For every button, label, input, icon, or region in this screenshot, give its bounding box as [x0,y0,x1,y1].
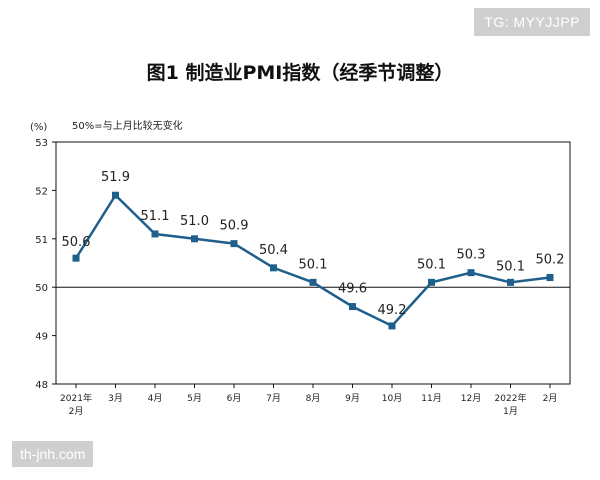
y-tick-label: 50 [35,283,48,294]
data-point-marker [428,278,435,286]
data-point-marker [191,235,198,243]
chart-title: 图1 制造业PMI指数（经季节调整） [146,62,454,84]
data-point-marker [467,269,475,277]
x-tick-label: 2021年 [60,392,92,404]
y-tick-label: 51 [35,235,48,246]
x-tick-label: 8月 [306,393,321,404]
x-tick-label: 10月 [382,393,402,404]
watermark-top-right: TG: MYYJJPP [474,8,590,36]
data-point-marker [388,322,396,330]
x-tick-label: 12月 [461,393,481,404]
y-axis-ticks: 48 49 50 51 52 53 [35,138,56,391]
y-tick-label: 53 [35,138,48,149]
x-tick-label: 4月 [148,393,163,404]
data-label: 50.3 [457,248,486,263]
data-label: 50.4 [259,243,288,258]
x-tick-label: 9月 [345,393,360,404]
data-point-marker [349,303,356,311]
x-tick-label: 2月 [543,393,558,404]
x-tick-label: 2022年 [495,392,527,404]
data-point-marker [112,191,119,199]
data-label: 51.1 [141,209,170,224]
x-tick-label: 2月 [69,406,84,417]
data-labels: 50.6 51.9 51.1 51.0 50.9 50.4 50.1 49.6 49.2 50.1… [62,170,565,318]
y-tick-label: 52 [35,186,48,197]
x-tick-label: 6月 [227,393,242,404]
data-point-marker [507,278,514,286]
reference-note: 50%=与上月比较无变化 [72,119,183,132]
x-tick-label: 7月 [266,393,281,404]
y-tick-label: 49 [35,332,48,343]
data-label: 50.9 [220,219,249,234]
data-label: 49.2 [378,303,407,318]
x-tick-label: 5月 [187,393,202,404]
data-point-marker [151,230,159,238]
watermark-bottom-left: th-jnh.com [12,441,94,467]
data-label: 50.1 [417,257,446,272]
data-label: 50.1 [496,259,525,274]
x-tick-label: 11月 [421,393,441,404]
x-tick-label: 1月 [503,406,518,417]
data-points [72,191,554,330]
x-tick-label: 3月 [108,393,123,404]
y-axis-unit-label: (%) [30,122,47,133]
data-label: 51.0 [180,214,209,229]
data-point-marker [230,240,238,248]
data-label: 50.1 [299,257,328,272]
data-label: 50.2 [536,253,565,268]
data-label: 49.6 [338,282,367,297]
x-axis-ticks: 2021年 2月 3月 4月 5月 6月 7月 8月 9月 10月 11月 12月 2022年 1月 2月 [60,384,557,417]
data-label: 51.9 [101,170,130,185]
data-point-marker [546,274,554,282]
data-point-marker [72,254,80,262]
data-point-marker [270,264,277,272]
y-tick-label: 48 [35,380,48,391]
data-point-marker [309,278,317,286]
data-label: 50.6 [62,235,91,250]
